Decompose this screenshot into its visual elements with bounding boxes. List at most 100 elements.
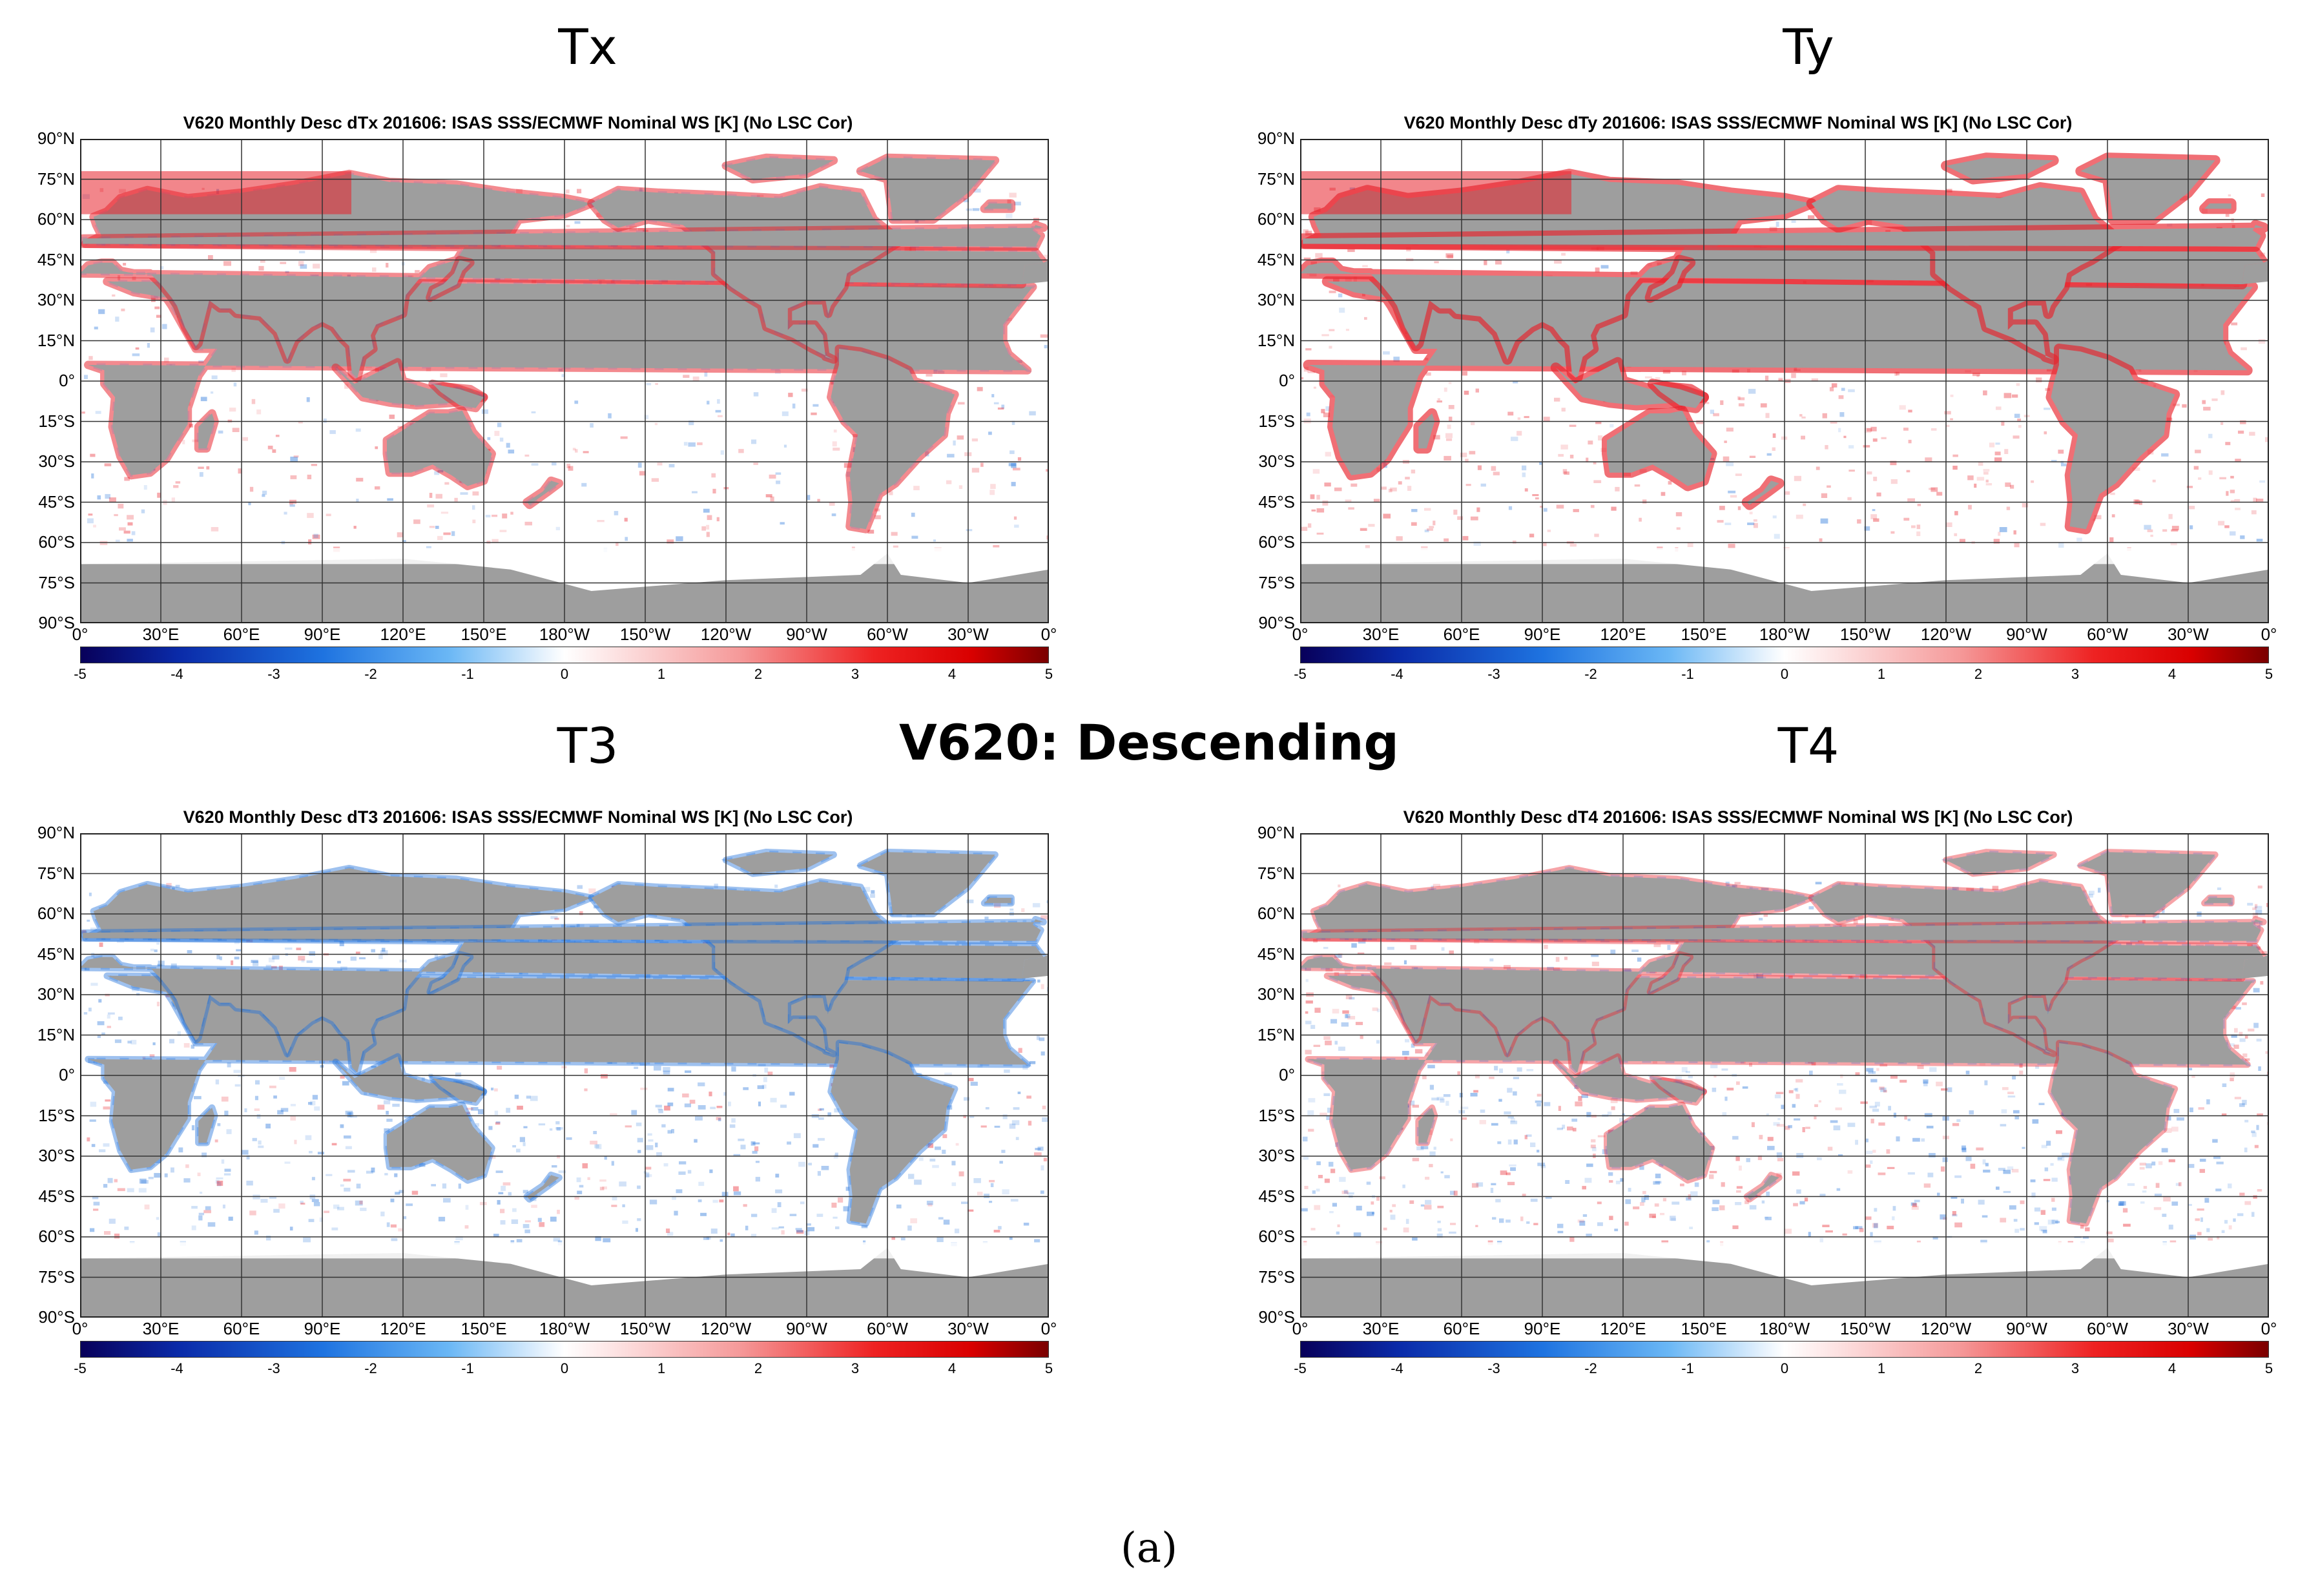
land-australia (387, 410, 492, 486)
land-japan (1650, 954, 1691, 992)
coastal-anomaly-neg-britain (1301, 917, 2264, 943)
lon-tick-label: 150°E (1681, 625, 1727, 644)
lon-tick-label: 150°E (1681, 1319, 1727, 1338)
lat-tick-label: 30°S (38, 451, 75, 471)
graticule (1300, 139, 2269, 623)
colorbar-tick-label: -1 (1681, 1360, 1694, 1376)
colorbar-tick-label: -1 (1681, 666, 1694, 682)
lat-tick-label: 90°N (37, 129, 75, 148)
lat-tick-label: 90°S (1258, 1307, 1295, 1327)
lon-tick-label: 60°E (1443, 1319, 1480, 1338)
lat-tick-label: 15°S (38, 411, 75, 431)
lat-tick-label: 45°S (38, 492, 75, 512)
land-greenland (860, 158, 995, 220)
coastal-anomaly-neg-northAmerica (1808, 880, 2124, 1056)
lon-tick-label: 180°W (539, 1319, 590, 1338)
lat-tick-label: 75°N (37, 863, 75, 883)
colorbar-tick-label: -3 (1487, 666, 1500, 682)
land-southAmerica (831, 349, 955, 530)
lat-tick-label: 45°N (37, 249, 75, 269)
colorbar (80, 647, 1049, 663)
lon-tick-label: 60°W (2087, 625, 2128, 644)
lat-tick-label: 30°S (1258, 1146, 1295, 1165)
land-madagascar (1418, 413, 1435, 449)
map-title: V620 Monthly Desc dT4 201606: ISAS SSS/E… (1403, 807, 2073, 827)
lon-tick-label: 0° (1292, 625, 1309, 644)
lon-tick-label: 150°W (619, 625, 671, 644)
colorbar-tick-label: 4 (947, 1360, 957, 1376)
colorbar-tick-label: 3 (2071, 1360, 2080, 1376)
land-eurasia (1300, 174, 2264, 378)
graticule (80, 139, 1049, 623)
lat-tick-label: 45°N (1257, 944, 1295, 964)
land-eurasia (80, 868, 1044, 1073)
lat-tick-label: 15°N (1257, 1024, 1295, 1044)
colorbar-tick-label: 4 (947, 666, 957, 682)
coastal-anomaly-neg-britain (81, 223, 1044, 249)
lon-tick-label: 60°W (2087, 1319, 2128, 1338)
colorbar-tick-label: 1 (1877, 1360, 1886, 1376)
lon-tick-label: 120°W (1920, 625, 1972, 644)
lat-tick-label: 45°S (1258, 492, 1295, 512)
land-newZealand (1746, 1175, 1779, 1199)
lon-tick-label: 120°W (700, 625, 752, 644)
map-plot-area (1300, 833, 2269, 1318)
colorbar-tick-label: -3 (267, 1360, 280, 1376)
map-plot-area (80, 139, 1049, 623)
colorbar-tick-label: -5 (1294, 1360, 1307, 1376)
panel-label-tx: Tx (558, 18, 617, 76)
land-newZealand (526, 481, 559, 505)
land-australia (1607, 410, 1712, 486)
colorbar-tick-label: -4 (1391, 666, 1403, 682)
lon-tick-label: 180°W (1759, 1319, 1810, 1338)
lat-tick-label: 30°N (1257, 290, 1295, 309)
land-australia (387, 1104, 492, 1181)
land-britain (1303, 225, 2264, 247)
lat-tick-label: 0° (1279, 371, 1295, 390)
colorbar-tick-label: 4 (2168, 666, 2177, 682)
arctic-anomaly (1300, 171, 1571, 214)
colorbar-tick-label: -1 (461, 666, 474, 682)
lon-tick-label: 90°E (304, 1319, 341, 1338)
map-title: V620 Monthly Desc dT3 201606: ISAS SSS/E… (183, 807, 853, 827)
lat-tick-label: 75°S (1258, 572, 1295, 592)
colorbar-tick-label: 1 (1877, 666, 1886, 682)
land-southAmerica (2051, 1043, 2175, 1224)
graticule (1300, 833, 2269, 1318)
land-greenland (2080, 852, 2215, 914)
coastal-anomaly-neg-britain (81, 917, 1044, 943)
land-iceland (2204, 898, 2231, 904)
lon-tick-label: 150°W (1839, 1319, 1891, 1338)
colorbar-tick-label: -3 (1487, 1360, 1500, 1376)
lat-tick-label: 75°S (1258, 1267, 1295, 1287)
lon-tick-label: 120°E (380, 1319, 426, 1338)
lon-tick-label: 0° (1040, 1319, 1057, 1338)
colorbar-tick-label: 2 (754, 1360, 763, 1376)
colorbar-tick-label: -5 (1294, 666, 1307, 682)
lon-tick-label: 150°W (1839, 625, 1891, 644)
map-plot-area (80, 833, 1049, 1318)
lat-tick-label: 15°N (37, 1024, 75, 1044)
lon-tick-label: 120°E (1600, 625, 1646, 644)
lon-tick-label: 150°E (461, 1319, 507, 1338)
lat-tick-label: 60°S (38, 532, 75, 552)
lat-tick-label: 30°N (1257, 984, 1295, 1004)
colorbar-tick-label: 2 (1974, 1360, 1983, 1376)
land-britain (83, 919, 1044, 941)
land-newZealand (526, 1175, 559, 1199)
figure-caption: (a) (1120, 1524, 1178, 1572)
lon-tick-label: 150°W (619, 1319, 671, 1338)
colorbar-tick-label: -4 (171, 1360, 183, 1376)
land-britain (83, 225, 1044, 247)
lat-tick-label: 15°S (1258, 411, 1295, 431)
lat-tick-label: 90°S (1258, 613, 1295, 632)
panel-label-t4: T4 (1777, 717, 1839, 774)
colorbar-tick-label: -4 (171, 666, 183, 682)
lat-tick-label: 30°N (37, 984, 75, 1004)
lat-tick-label: 45°S (38, 1186, 75, 1206)
panel-label-t3: T3 (557, 717, 619, 774)
map-title: V620 Monthly Desc dTx 201606: ISAS SSS/E… (183, 113, 853, 132)
land-newGuinea (1652, 384, 1704, 408)
colorbar-tick-label: -5 (74, 666, 87, 682)
land-newGuinea (432, 1078, 484, 1103)
